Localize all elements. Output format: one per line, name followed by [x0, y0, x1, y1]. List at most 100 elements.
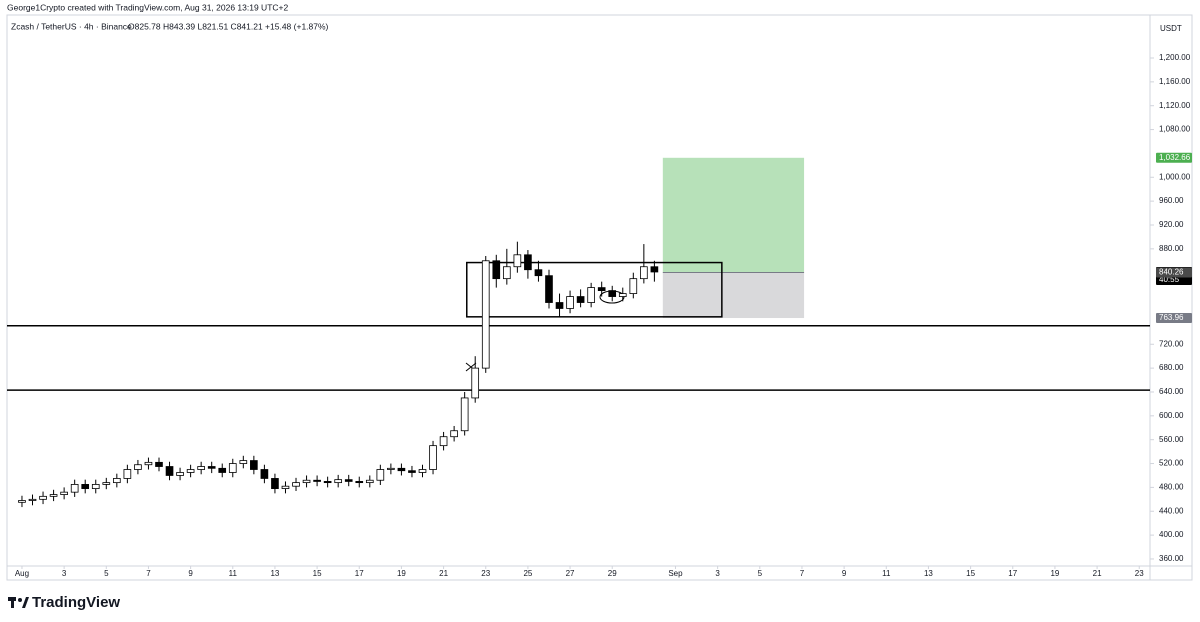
x-tick-label: 15 — [966, 569, 975, 578]
candle-body — [239, 460, 248, 464]
candle-body — [49, 494, 58, 497]
candle-body — [355, 481, 364, 484]
candle-body — [207, 466, 216, 469]
y-tick-label: 960.00 — [1159, 196, 1184, 205]
candle-body — [176, 472, 184, 476]
candle-body — [228, 463, 237, 473]
candle-body — [450, 430, 458, 438]
candle-body — [429, 445, 437, 470]
x-tick-label: 11 — [229, 569, 238, 578]
x-tick-label: Sep — [668, 569, 683, 578]
candle-body — [640, 266, 648, 280]
candle-body — [292, 482, 300, 487]
y-tick-label: 480.00 — [1159, 483, 1184, 492]
price-tag-label: 840.26 — [1159, 268, 1184, 277]
candle-body — [39, 495, 47, 500]
candle-body — [313, 479, 321, 482]
target-zone — [662, 157, 805, 273]
y-tick-label: 640.00 — [1159, 387, 1184, 396]
symbol: Zcash / TetherUS · 4h · Binance — [11, 21, 132, 31]
y-tick-label: 1,120.00 — [1159, 101, 1191, 110]
y-tick-label: 1,200.00 — [1159, 53, 1191, 62]
y-tick-label: 680.00 — [1159, 363, 1184, 372]
x-tick-label: 3 — [715, 569, 720, 578]
candle-body — [555, 302, 564, 309]
candle-body — [376, 469, 385, 481]
x-tick-label: 21 — [439, 569, 448, 578]
stop-zone — [662, 272, 805, 319]
x-tick-label: 21 — [1093, 569, 1102, 578]
candle-body — [70, 484, 79, 493]
candle-body — [218, 467, 227, 473]
price-tag-label: 763.96 — [1159, 313, 1184, 322]
candle-body — [365, 479, 374, 484]
y-tick-label: 1,080.00 — [1159, 125, 1191, 134]
credit: George1Crypto created with TradingView.c… — [7, 2, 288, 12]
x-tick-label: 3 — [62, 569, 67, 578]
candle-body — [471, 367, 480, 399]
candle-body — [439, 436, 448, 447]
x-tick-label: 23 — [481, 569, 490, 578]
candle-body — [81, 484, 90, 489]
x-tick-label: 23 — [1135, 569, 1144, 578]
y-tick-label: 360.00 — [1159, 554, 1184, 563]
candle-body — [481, 260, 490, 369]
candle-body — [60, 491, 68, 495]
price-tag — [1156, 152, 1192, 163]
candle-body — [302, 479, 311, 484]
candle-body — [608, 290, 617, 297]
candle-body — [587, 287, 595, 303]
candle-body — [418, 469, 427, 473]
candle-body — [650, 266, 659, 273]
candle-body — [102, 482, 111, 485]
candle-body — [281, 485, 290, 489]
candle-body — [28, 498, 37, 501]
candle-body — [566, 296, 574, 309]
candle-body — [260, 469, 269, 479]
candle-body — [91, 484, 100, 489]
candle-body — [123, 469, 132, 479]
candle-body — [397, 467, 406, 472]
candle-body — [186, 469, 195, 473]
y-tick-label: 600.00 — [1159, 411, 1184, 420]
y-tick-label: 440.00 — [1159, 506, 1184, 515]
candle-body — [144, 461, 153, 466]
range-box — [466, 261, 723, 318]
y-tick-label: 880.00 — [1159, 244, 1184, 253]
x-tick-label: 9 — [188, 569, 193, 578]
brand: TradingView — [32, 594, 120, 611]
y-tick-label: 400.00 — [1159, 530, 1184, 539]
candle-body — [113, 478, 121, 484]
candle-body — [334, 479, 343, 484]
logo-mark — [8, 597, 29, 608]
x-tick-label: 15 — [313, 569, 322, 578]
candle-body — [502, 266, 511, 280]
candle-body — [460, 397, 469, 432]
x-tick-label: Aug — [15, 569, 29, 578]
ohlc: O825.78 H843.39 L821.51 C841.21 +15.48 (… — [128, 21, 329, 31]
candle-body — [545, 275, 553, 303]
x-tick-label: 11 — [882, 569, 891, 578]
candle-body — [534, 269, 543, 277]
candle-body — [197, 466, 205, 470]
x-tick-label: 9 — [842, 569, 847, 578]
x-tick-label: 7 — [146, 569, 151, 578]
candle-body — [524, 254, 532, 271]
candle-body — [492, 260, 501, 280]
candle-body — [387, 467, 395, 470]
x-tick-label: 27 — [566, 569, 575, 578]
candle-body — [618, 293, 627, 297]
candle-body — [408, 470, 416, 473]
price-tag — [1156, 267, 1192, 278]
y-tick-label: 560.00 — [1159, 435, 1184, 444]
axis-unit: USDT — [1160, 24, 1182, 33]
candle-body — [629, 278, 638, 294]
x-tick-label: 19 — [1050, 569, 1059, 578]
candle-body — [597, 287, 606, 291]
candle-body — [576, 296, 585, 303]
candle-body — [18, 500, 26, 503]
price-tag — [1156, 313, 1192, 324]
candle-body — [513, 254, 522, 268]
y-tick-label: 1,000.00 — [1159, 172, 1191, 181]
